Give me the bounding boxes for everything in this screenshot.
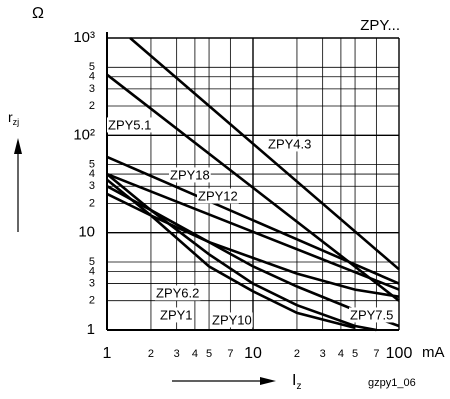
x-tick-label: 3 (174, 348, 180, 360)
y-tick-label: 10 (78, 224, 95, 241)
x-tick-label: 7 (227, 348, 233, 360)
y-tick-label: 10³ (73, 29, 95, 46)
y-tick-label: 5 (89, 256, 95, 268)
y-tick-label: 4 (89, 168, 95, 180)
series-label-bg (211, 312, 253, 328)
x-tick-label: 5 (352, 348, 358, 360)
x-tick-label: 10 (244, 345, 262, 362)
x-tick-label: 1 (103, 345, 112, 362)
x-tick-label: 3 (320, 348, 326, 360)
y-label-main: r (8, 109, 13, 125)
y-tick-label: 3 (89, 83, 95, 95)
x-label: Iz (292, 372, 301, 391)
series-label: ZPY12 (198, 188, 238, 203)
series-label-bg (169, 167, 211, 183)
series-line (106, 178, 356, 330)
x-tick-label: 5 (206, 348, 212, 360)
y-tick-label: 2 (89, 197, 95, 209)
series-label-bg (155, 285, 201, 301)
series-line (106, 192, 400, 298)
y-tick-label: 5 (89, 61, 95, 73)
series-label: ZPY1 (160, 307, 193, 322)
x-tick-label: 100 (386, 345, 413, 362)
series-label-bg (159, 307, 194, 323)
y-tick-label: 1 (87, 321, 95, 338)
x-label-sub: z (296, 381, 301, 392)
x-arrow-head (260, 377, 276, 385)
x-unit: mA (422, 344, 445, 361)
chart-title: ZPY... (360, 17, 400, 34)
series-label: ZPY5.1 (108, 117, 151, 132)
x-tick-label: 2 (148, 348, 154, 360)
x-tick-label: 7 (373, 348, 379, 360)
series-line (106, 155, 400, 285)
series-label: ZPY10 (212, 312, 252, 327)
series-label-bg (349, 307, 395, 323)
x-tick-label: 2 (294, 348, 300, 360)
y-tick-label: 3 (89, 180, 95, 192)
series-label: ZPY18 (170, 167, 210, 182)
y-label-sub: zj (13, 117, 20, 127)
y-label: rzj (8, 109, 19, 128)
series-label-bg (197, 188, 239, 204)
series-label: ZPY4.3 (268, 136, 311, 151)
y-tick-label: 2 (89, 295, 95, 307)
x-tick-label: 4 (192, 348, 198, 360)
y-tick-label: 10² (73, 126, 95, 143)
series-label-bg (267, 136, 313, 152)
series-line (129, 37, 400, 271)
y-tick-label: 5 (89, 159, 95, 171)
y-tick-label: 3 (89, 277, 95, 289)
series-line (106, 172, 400, 291)
series-label-bg (107, 117, 153, 133)
x-tick-label: 4 (338, 348, 344, 360)
y-tick-label: 4 (89, 71, 95, 83)
series-label: ZPY6.2 (156, 285, 199, 300)
y-tick-label: 4 (89, 265, 95, 277)
y-unit: Ω (32, 5, 44, 22)
y-arrow-head (14, 138, 22, 154)
y-tick-label: 2 (89, 100, 95, 112)
figure-id: gzpy1_06 (368, 377, 416, 389)
x-label-main: I (292, 372, 296, 389)
series-label: ZPY7.5 (350, 307, 393, 322)
